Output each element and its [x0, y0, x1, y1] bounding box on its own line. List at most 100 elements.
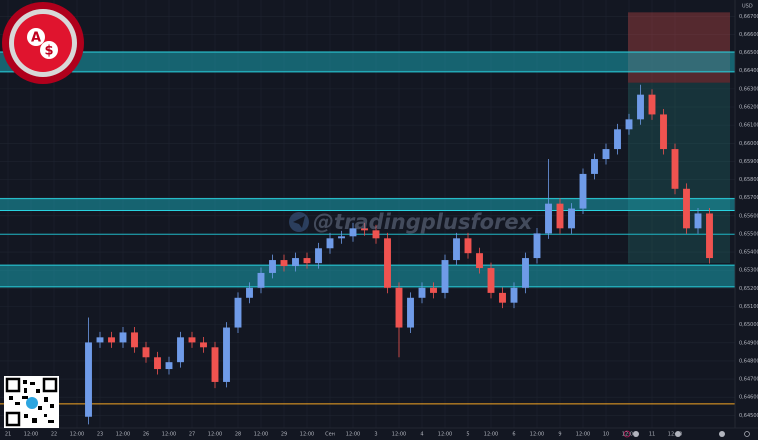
candle-body	[85, 342, 92, 417]
y-tick-label: 0,64900	[739, 340, 758, 346]
icon[interactable]	[623, 430, 631, 438]
x-tick-label: 27	[189, 432, 195, 438]
y-tick-label: 0,66000	[739, 141, 758, 147]
y-tick-label: 0,66100	[739, 123, 758, 129]
x-tick-label: 12:00	[438, 432, 452, 438]
y-tick-label: 0,64800	[739, 358, 758, 364]
qr-finder	[5, 377, 21, 393]
x-tick-label: 12:00	[300, 432, 314, 438]
x-tick-label: 12:00	[576, 432, 590, 438]
x-tick-label: 12:00	[484, 432, 498, 438]
candle-body	[648, 94, 656, 115]
candle-body	[407, 297, 414, 328]
candle-body	[683, 188, 690, 229]
qr-code	[4, 376, 59, 428]
y-tick-label: 0,66200	[739, 105, 758, 111]
candle-body	[453, 238, 460, 261]
watermark: @tradingplusforex	[289, 210, 534, 234]
candle-body	[706, 213, 713, 259]
x-tick-label: 12:00	[162, 432, 176, 438]
candle-body	[280, 260, 288, 267]
candle-body	[487, 268, 495, 293]
y-tick-label: 0,64600	[739, 395, 758, 401]
candle-body	[602, 149, 610, 160]
candle-body	[694, 213, 702, 229]
y-tick-label: 0,66400	[739, 68, 758, 74]
candle-body	[637, 94, 644, 120]
x-tick-label: 6	[512, 432, 515, 438]
y-tick-label: 0,65800	[739, 177, 758, 183]
candle-body	[510, 287, 518, 303]
x-tick-label: 22	[51, 432, 57, 438]
logo: A $	[2, 2, 84, 84]
x-tick-label: 5	[466, 432, 469, 438]
y-tick-label: 0,66300	[739, 86, 758, 92]
y-tick-label: 0,65700	[739, 195, 758, 201]
icon[interactable]	[633, 431, 639, 437]
x-tick-label: 12:00	[254, 432, 268, 438]
zone	[0, 265, 735, 287]
zone	[0, 198, 735, 211]
icon[interactable]	[675, 431, 681, 437]
candle-body	[154, 357, 161, 370]
qr-finder	[5, 411, 21, 427]
qr-finder	[42, 377, 58, 393]
x-tick-label: 26	[143, 432, 149, 438]
candle-body	[660, 114, 667, 150]
candle-body	[326, 238, 334, 249]
candle-body	[591, 159, 598, 174]
candle-body	[246, 287, 253, 298]
currency-label: USD	[742, 4, 753, 10]
x-tick-label: 12:00	[116, 432, 130, 438]
candle-body	[671, 149, 679, 189]
candle-body	[269, 260, 276, 273]
y-tick-label: 0,65300	[739, 268, 758, 274]
settings-icon[interactable]	[744, 431, 750, 437]
candle-body	[234, 297, 242, 328]
y-tick-label: 0,65400	[739, 250, 758, 256]
candle-body	[142, 347, 150, 358]
watermark-icon	[289, 212, 309, 232]
candle-body	[395, 287, 403, 328]
watermark-text: @tradingplusforex	[313, 210, 534, 234]
x-tick-label: 4	[420, 432, 423, 438]
y-tick-label: 0,65100	[739, 304, 758, 310]
candle-body	[361, 228, 368, 231]
candle-body	[533, 233, 541, 259]
candle-body	[211, 347, 219, 382]
candle-body	[430, 287, 437, 293]
y-tick-label: 0,66500	[739, 50, 758, 56]
x-tick-label: 29	[281, 432, 287, 438]
candle-body	[257, 272, 265, 288]
x-tick-label: 21	[5, 432, 11, 438]
candle-body	[384, 238, 391, 288]
candle-body	[315, 248, 322, 264]
candle-body	[292, 258, 299, 267]
candle-body	[476, 253, 483, 269]
logo-inner	[14, 14, 72, 72]
candle-body	[177, 337, 184, 363]
y-tick-label: 0,64500	[739, 413, 758, 419]
candle-body	[131, 332, 138, 348]
y-tick-label: 0,65000	[739, 322, 758, 328]
candle-body	[303, 258, 311, 264]
x-tick-label: 11	[649, 432, 655, 438]
x-tick-label: 12:00	[622, 432, 636, 438]
candle-body	[579, 173, 587, 209]
logo-letter: $	[44, 44, 53, 59]
candle-body	[556, 203, 564, 229]
candle-body	[464, 238, 472, 254]
x-tick-label: 12:00	[530, 432, 544, 438]
candle-body	[338, 236, 345, 239]
x-tick-label: 12:00	[70, 432, 84, 438]
x-tick-label: 12:00	[208, 432, 222, 438]
candle-body	[568, 208, 575, 229]
x-tick-label: 12:00	[668, 432, 682, 438]
candle-body	[108, 337, 115, 343]
candle-body	[545, 203, 552, 234]
icon[interactable]	[719, 431, 725, 437]
x-tick-label: 3	[374, 432, 377, 438]
candle-body	[188, 337, 196, 343]
